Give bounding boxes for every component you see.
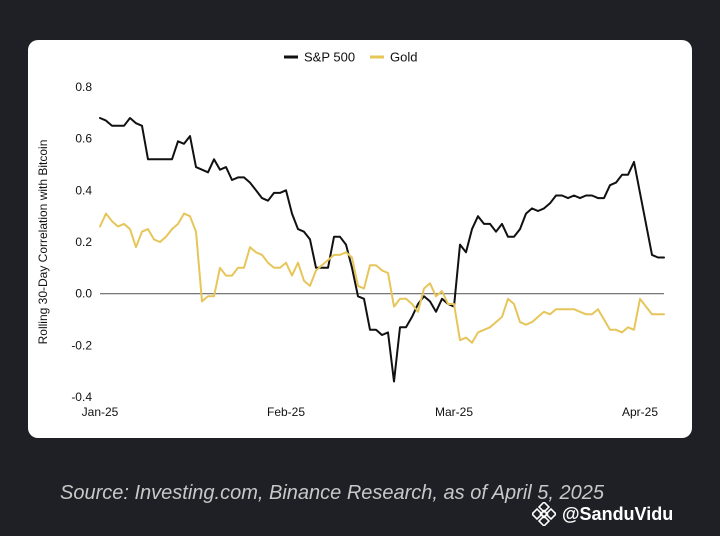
binance-diamond-icon — [532, 502, 556, 526]
y-tick-label: 0.0 — [75, 287, 92, 301]
y-tick-label: 0.8 — [75, 80, 92, 94]
y-tick-label: -0.2 — [71, 338, 92, 352]
x-tick-label: Feb-25 — [267, 405, 305, 419]
x-tick-label: Jan-25 — [82, 405, 119, 419]
legend-label: Gold — [390, 50, 417, 65]
y-tick-label: 0.4 — [75, 183, 92, 197]
x-tick-label: Apr-25 — [622, 405, 658, 419]
x-tick-label: Mar-25 — [435, 405, 473, 419]
y-tick-label: 0.6 — [75, 132, 92, 146]
y-tick-label: -0.4 — [71, 390, 92, 404]
watermark: @SanduVidu — [532, 502, 673, 526]
y-tick-label: 0.2 — [75, 235, 92, 249]
y-axis-label: Rolling 30-Day Correlation with Bitcoin — [36, 140, 50, 345]
chart-card: 0.8 0.6 0.4 0.2 0.0 -0.2 -0.4 Jan-25 Feb-25 Mar-2… — [28, 40, 692, 438]
series-line-s-p-500 — [99, 117, 665, 383]
watermark-handle: @SanduVidu — [562, 503, 674, 524]
source-caption: Source: Investing.com, Binance Research,… — [60, 482, 604, 504]
legend-label: S&P 500 — [304, 50, 355, 65]
series-line-gold — [99, 212, 665, 344]
